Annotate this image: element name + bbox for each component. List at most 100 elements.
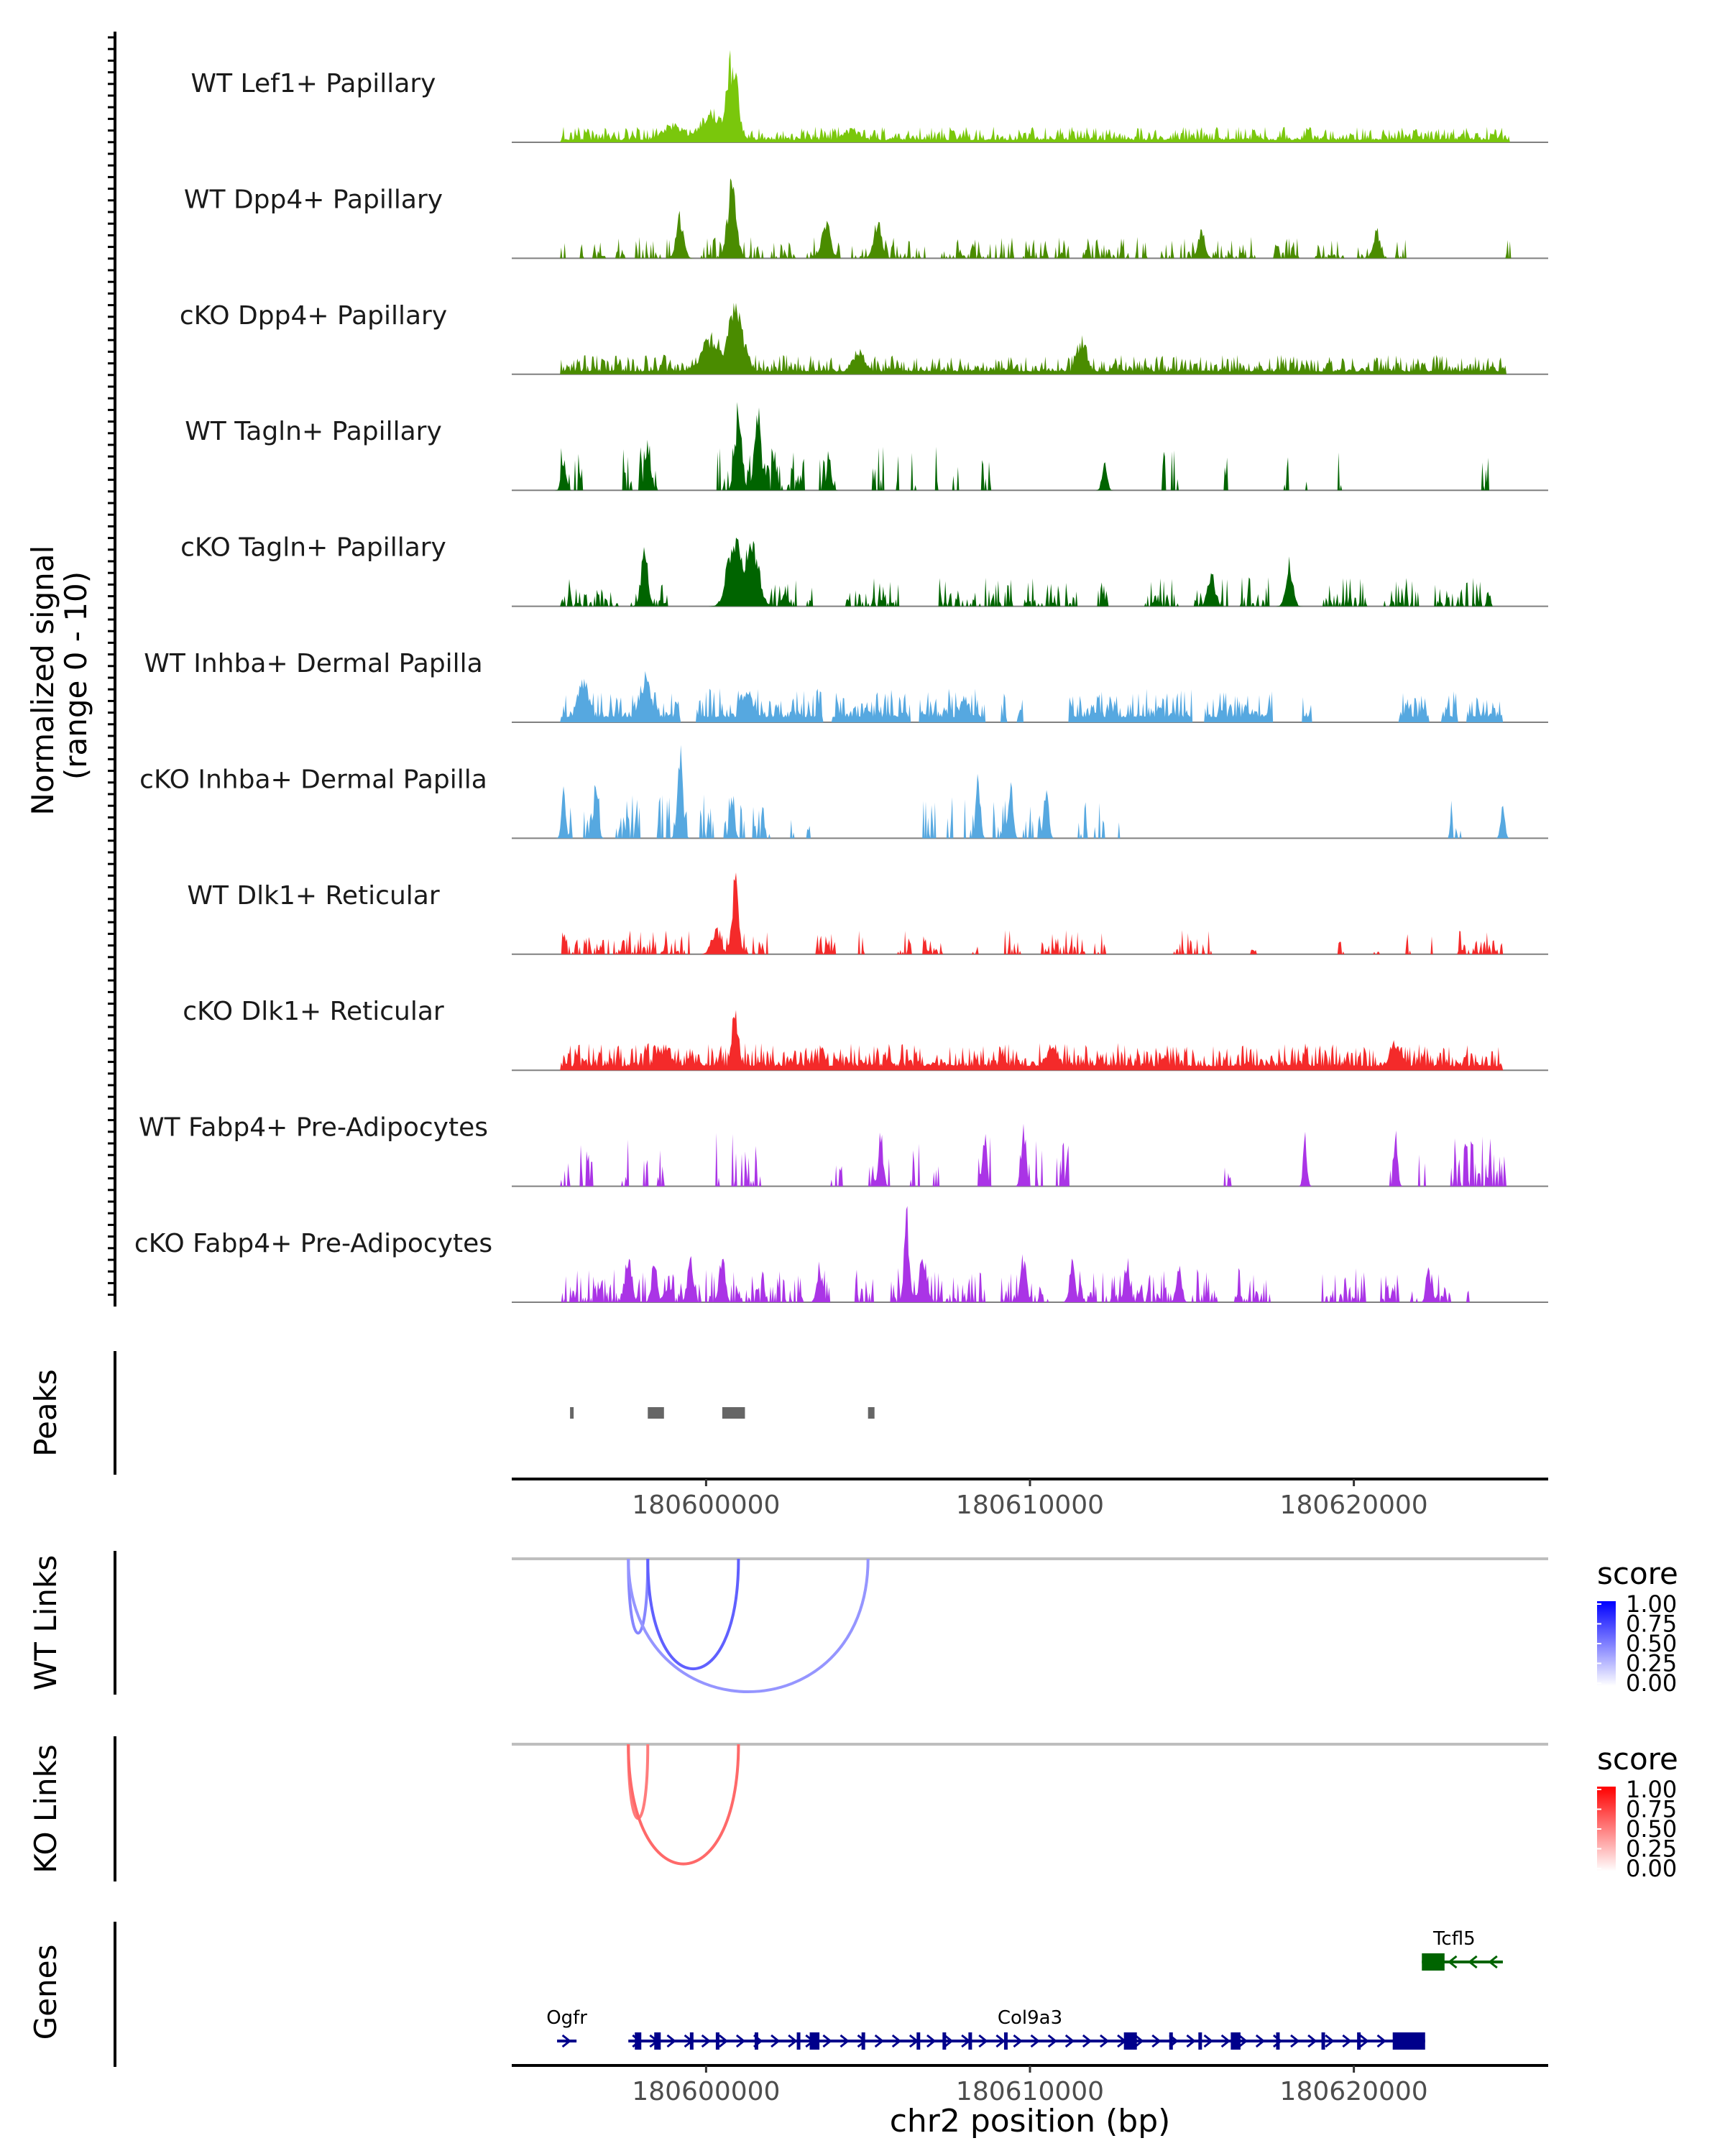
x-tick-label: 180600000 xyxy=(632,1491,780,1520)
gene-models: Ogfr Col9a3 Tcfl5 xyxy=(546,1928,1503,2050)
strand-arrow xyxy=(735,2034,746,2048)
exon xyxy=(1169,2032,1173,2050)
gene-model: Col9a3 xyxy=(628,2007,1425,2050)
track-label: WT Tagln+ Papillary xyxy=(185,417,442,446)
exon xyxy=(1357,2032,1361,2050)
strand-arrow xyxy=(1488,1955,1498,1969)
track-label: WT Inhba+ Dermal Papilla xyxy=(144,649,482,678)
exon xyxy=(1003,2032,1008,2050)
exon xyxy=(689,2032,694,2050)
strand-arrow xyxy=(788,2034,798,2048)
exon xyxy=(1422,1953,1445,1971)
exon xyxy=(1198,2032,1202,2050)
bottom-x-axis-ticks: 180600000 180610000 180620000 xyxy=(632,2065,1428,2106)
peak-region xyxy=(648,1407,664,1419)
peak-region xyxy=(868,1407,875,1419)
strand-arrow xyxy=(1100,2034,1110,2048)
strand-arrow xyxy=(561,2034,572,2048)
strand-arrow xyxy=(1448,1955,1458,1969)
legend-tick-label: 0.50 xyxy=(1626,1815,1677,1843)
strand-arrow xyxy=(1238,2034,1248,2048)
track-label: cKO Fabp4+ Pre-Adipocytes xyxy=(134,1229,492,1258)
exon xyxy=(796,2032,801,2050)
coverage-track: cKO Fabp4+ Pre-Adipocytes xyxy=(134,1206,1548,1303)
signal-axis-ticks xyxy=(108,36,115,1296)
wt-links-label: WT Links xyxy=(28,1555,63,1690)
legend-tick-label: 0.75 xyxy=(1626,1796,1677,1823)
strand-arrow xyxy=(770,2034,781,2048)
x-tick-label: 180610000 xyxy=(956,1491,1104,1520)
wt-legend-ticks: 1.000.750.500.250.00 xyxy=(1597,1590,1677,1697)
track-label: WT Lef1+ Papillary xyxy=(191,69,436,98)
exon xyxy=(1276,2032,1280,2050)
legend-tick-label: 0.75 xyxy=(1626,1611,1677,1638)
wt-legend-title: score xyxy=(1597,1556,1678,1591)
signal-y-label-line2: (range 0 - 10) xyxy=(58,571,93,780)
gene-model: Ogfr xyxy=(546,2007,587,2048)
coverage-track: cKO Dpp4+ Papillary xyxy=(180,301,1548,375)
exon xyxy=(916,2032,921,2050)
peak-regions xyxy=(570,1407,875,1419)
link-arc xyxy=(627,1558,650,1635)
coverage-track: WT Dpp4+ Papillary xyxy=(184,178,1548,259)
link-arc xyxy=(627,1743,740,1866)
exon xyxy=(861,2032,865,2050)
exon xyxy=(1392,2032,1425,2050)
wt-score-legend: score 1.000.750.500.250.00 xyxy=(1597,1556,1678,1697)
track-label: WT Fabp4+ Pre-Adipocytes xyxy=(139,1113,488,1143)
strand-arrow xyxy=(1290,2034,1300,2048)
coverage-tracks: WT Lef1+ Papillary WT Dpp4+ Papillary cKO … xyxy=(134,50,1548,1303)
coverage-area xyxy=(512,50,1548,142)
legend-tick-label: 1.00 xyxy=(1626,1590,1677,1618)
coverage-track: cKO Dlk1+ Reticular xyxy=(183,997,1548,1072)
signal-y-axis xyxy=(108,32,116,1307)
x-tick-label: 180620000 xyxy=(1280,1491,1428,1520)
x-tick-label: 180610000 xyxy=(956,2077,1104,2106)
coverage-area xyxy=(512,303,1548,374)
coverage-track: WT Dlk1+ Reticular xyxy=(187,872,1548,955)
peak-region xyxy=(570,1407,574,1419)
x-axis-title: chr2 position (bp) xyxy=(890,2103,1171,2139)
strand-arrow xyxy=(1376,2034,1386,2048)
strand-arrow xyxy=(1134,2034,1144,2048)
exon xyxy=(942,2032,947,2050)
strand-arrow xyxy=(1203,2034,1213,2048)
ko-link-arcs xyxy=(627,1743,740,1866)
gene-label: Tcfl5 xyxy=(1432,1928,1476,1950)
strand-arrow xyxy=(1186,2034,1196,2048)
strand-arrow xyxy=(701,2034,712,2048)
ko-legend-ticks: 1.000.750.500.250.00 xyxy=(1597,1776,1677,1882)
strand-arrow xyxy=(1064,2034,1075,2048)
coverage-track: WT Fabp4+ Pre-Adipocytes xyxy=(139,1113,1548,1187)
strand-arrow xyxy=(1468,1955,1478,1969)
track-label: cKO Tagln+ Papillary xyxy=(180,533,446,563)
coverage-track: WT Inhba+ Dermal Papilla xyxy=(144,649,1548,723)
strand-arrow xyxy=(926,2034,937,2048)
legend-tick-label: 1.00 xyxy=(1626,1776,1677,1803)
coverage-track: cKO Tagln+ Papillary xyxy=(180,533,1548,607)
strand-arrow xyxy=(1307,2034,1317,2048)
legend-tick-label: 0.50 xyxy=(1626,1630,1677,1657)
peaks-label: Peaks xyxy=(28,1369,63,1457)
top-x-axis-ticks: 180600000 180610000 180620000 xyxy=(632,1479,1428,1520)
exon xyxy=(754,2032,758,2050)
track-label: WT Dpp4+ Papillary xyxy=(184,185,443,214)
strand-arrow xyxy=(944,2034,954,2048)
link-arc xyxy=(646,1558,740,1671)
legend-tick-label: 0.00 xyxy=(1626,1669,1677,1697)
coverage-track: WT Tagln+ Papillary xyxy=(185,402,1548,492)
peak-region xyxy=(722,1407,745,1419)
strand-arrow xyxy=(891,2034,902,2048)
coverage-area xyxy=(512,1010,1548,1071)
x-tick-label: 180620000 xyxy=(1280,2077,1428,2106)
exon xyxy=(715,2032,719,2050)
track-label: cKO Inhba+ Dermal Papilla xyxy=(139,765,487,794)
exon xyxy=(1230,2032,1241,2050)
strand-arrow xyxy=(1151,2034,1162,2048)
strand-arrow xyxy=(874,2034,885,2048)
strand-arrow xyxy=(666,2034,676,2048)
coverage-area xyxy=(512,538,1548,607)
track-label: cKO Dpp4+ Papillary xyxy=(180,301,447,331)
signal-y-label-line1: Normalized signal xyxy=(25,545,60,816)
ko-links-label: KO Links xyxy=(28,1744,63,1874)
